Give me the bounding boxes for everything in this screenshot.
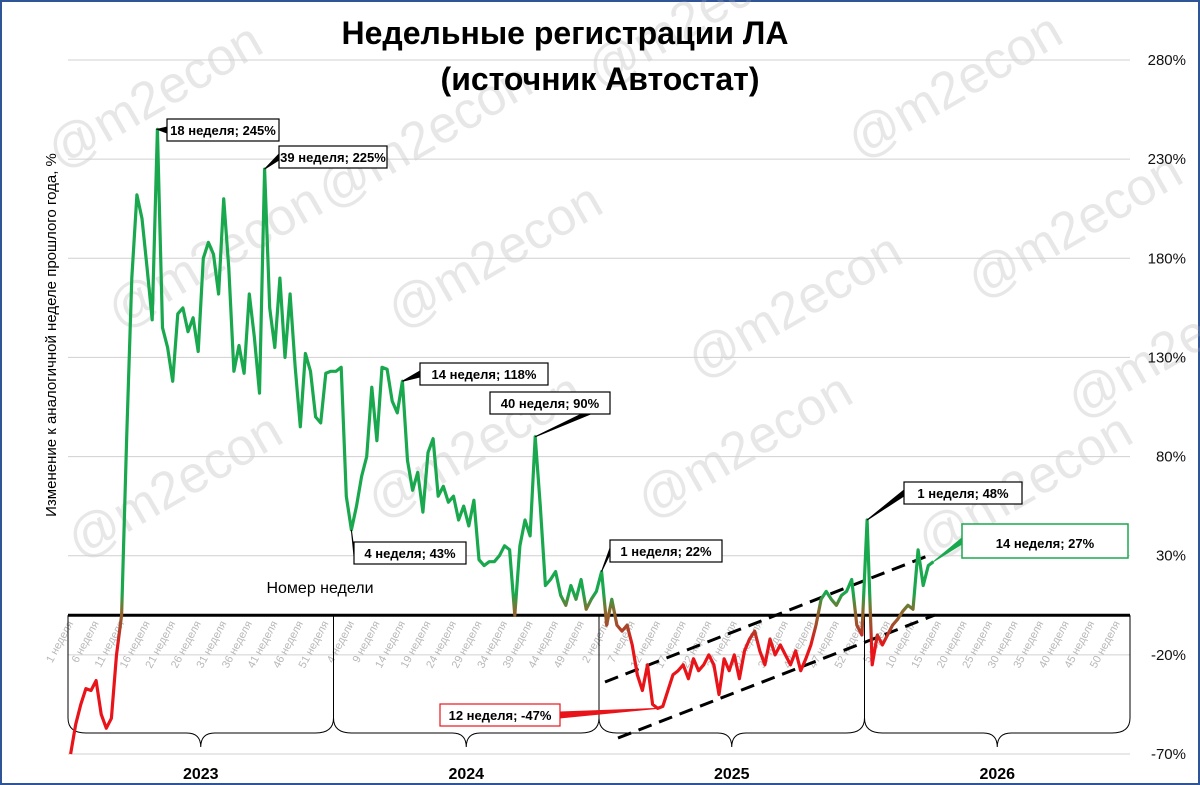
annotation-box	[419, 362, 549, 386]
chart-title: Недельные регистрации ЛА	[342, 15, 789, 51]
y-tick-label: 180%	[1148, 250, 1186, 267]
y-tick-label: 130%	[1148, 349, 1186, 366]
annotation-text: 12 неделя; -47%	[449, 708, 552, 723]
annotation-text: 39 неделя; 225%	[280, 150, 386, 165]
year-label: 2023	[183, 766, 219, 783]
annotation-box	[489, 391, 611, 415]
x-axis-title: Номер недели	[266, 580, 373, 597]
trend-upper	[604, 553, 931, 684]
chart-subtitle: (источник Автостат)	[441, 61, 760, 97]
y-tick-label: 280%	[1148, 52, 1186, 69]
series-line	[69, 127, 935, 755]
y-tick-label: 30%	[1156, 548, 1186, 565]
annotation-box	[961, 523, 1129, 559]
year-label: 2026	[979, 766, 1015, 783]
annotation-box	[439, 703, 561, 727]
y-tick-label: -70%	[1151, 746, 1186, 763]
annotation-text: 14 неделя; 27%	[996, 536, 1095, 551]
year-label: 2025	[714, 766, 750, 783]
year-brace	[598, 717, 865, 748]
plot	[69, 127, 935, 755]
year-brace	[864, 717, 1131, 748]
y-tick-label: 230%	[1148, 151, 1186, 168]
annotation-text: 1 неделя; 48%	[917, 486, 1009, 501]
year-brace	[333, 717, 600, 748]
annotation-text: 4 неделя; 43%	[364, 546, 456, 561]
annotation-box	[278, 145, 388, 169]
annotation-box	[903, 481, 1023, 505]
annotation-text: 40 неделя; 90%	[501, 396, 600, 411]
annotation-text: 14 неделя; 118%	[432, 367, 537, 382]
annotation-text: 1 неделя; 22%	[620, 544, 712, 559]
annotation-box	[166, 118, 280, 142]
y-tick-label: -20%	[1151, 647, 1186, 664]
annotation-box	[353, 541, 467, 565]
annotations: 18 неделя; 245% 39 неделя; 225% 4 неделя; …	[155, 118, 1129, 727]
y-tick-label: 80%	[1156, 449, 1186, 466]
year-brace	[67, 717, 334, 748]
y-axis-title: Изменение к аналогичной неделе прошлого …	[43, 153, 60, 517]
annotation-box	[609, 539, 723, 563]
trend-lower	[617, 613, 936, 740]
annotation-text: 18 неделя; 245%	[170, 123, 276, 138]
year-label: 2024	[448, 766, 484, 783]
